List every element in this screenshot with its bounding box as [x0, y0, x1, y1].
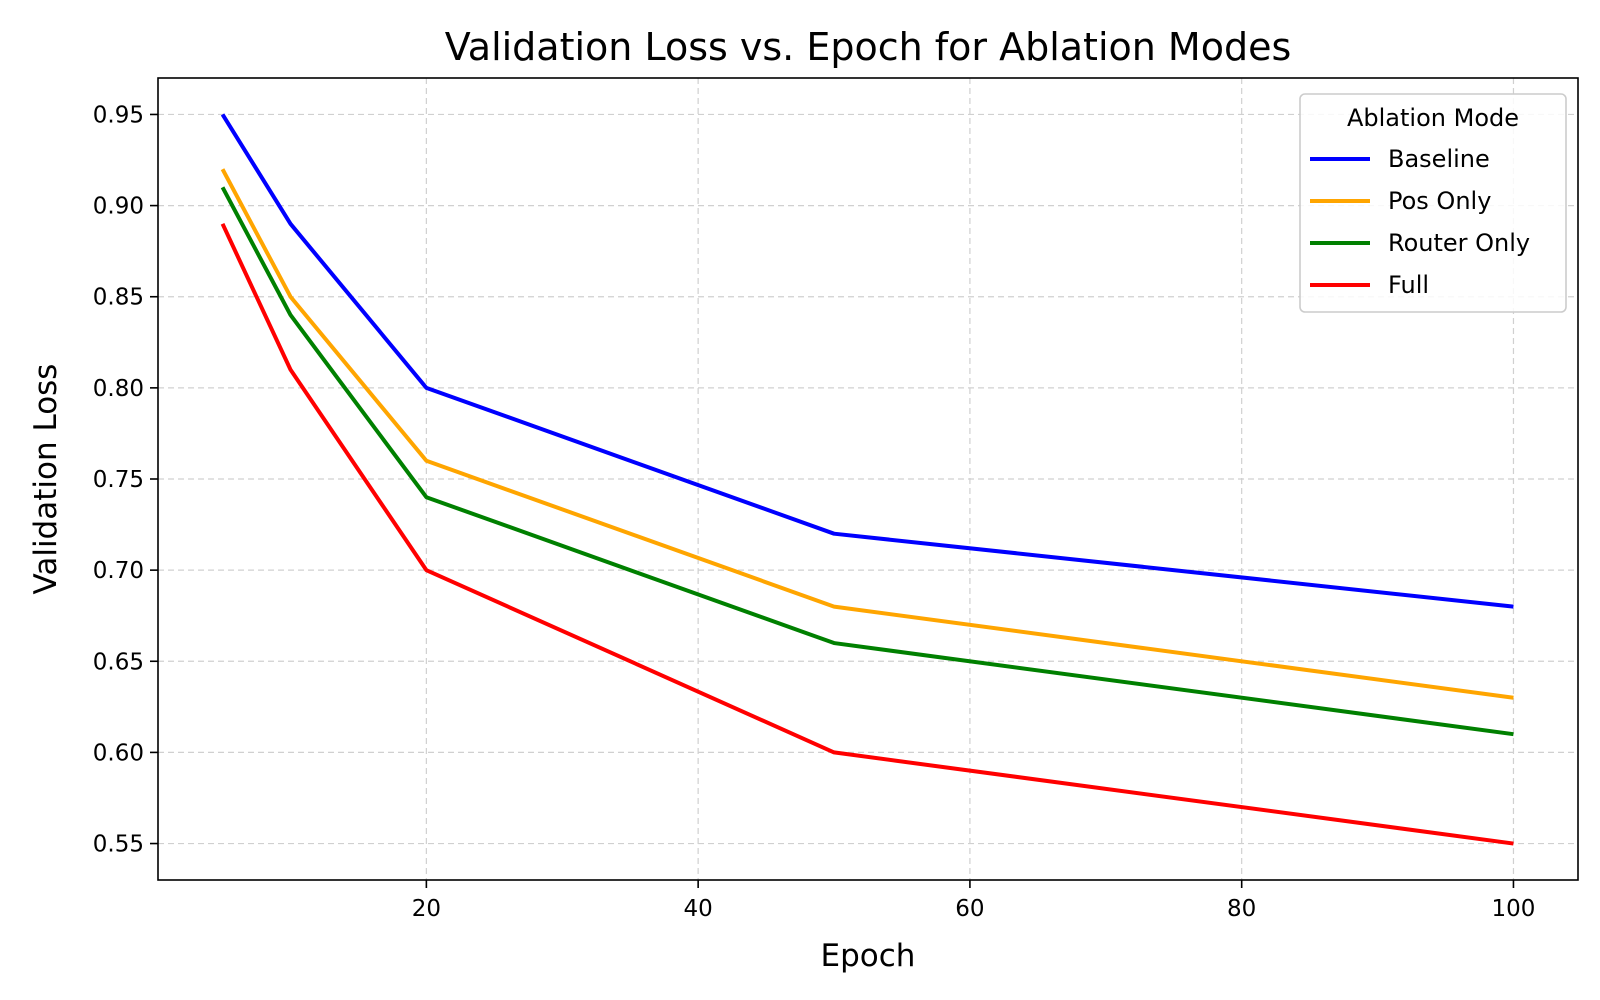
y-tick-label: 0.85	[93, 285, 144, 311]
y-axis-label: Validation Loss	[28, 364, 64, 595]
legend-label: Baseline	[1388, 145, 1490, 173]
x-tick-label: 80	[1227, 896, 1256, 922]
y-tick-label: 0.65	[93, 649, 144, 675]
x-tick-label: 60	[955, 896, 984, 922]
x-tick-label: 20	[412, 896, 441, 922]
series-line-router-only	[220, 186, 1514, 737]
x-tick-label: 100	[1492, 896, 1536, 922]
legend-item: Pos Only	[1310, 187, 1491, 215]
legend: Ablation Mode Baseline Pos Only Router Onl…	[1299, 93, 1567, 313]
legend-items: Baseline Pos Only Router Only Full	[1310, 145, 1530, 299]
legend-title: Ablation Mode	[1347, 104, 1519, 132]
x-axis-ticks: 20 40 60 80 100	[412, 880, 1536, 922]
series-line-full	[220, 222, 1514, 846]
legend-label: Pos Only	[1388, 187, 1491, 215]
chart-title: Validation Loss vs. Epoch for Ablation M…	[445, 25, 1292, 69]
y-tick-label: 0.70	[93, 558, 144, 584]
y-tick-label: 0.55	[93, 832, 144, 858]
series-lines	[220, 113, 1514, 846]
y-tick-label: 0.60	[93, 740, 144, 766]
legend-item: Router Only	[1310, 229, 1530, 257]
y-axis-ticks: 0.55 0.60 0.65 0.70 0.75 0.80 0.85 0.90 0.95	[93, 102, 158, 858]
series-line-pos-only	[220, 168, 1514, 700]
y-tick-label: 0.75	[93, 467, 144, 493]
legend-box	[1299, 93, 1567, 313]
y-tick-label: 0.80	[93, 376, 144, 402]
legend-label: Router Only	[1388, 229, 1530, 257]
legend-item: Full	[1310, 271, 1429, 299]
y-tick-label: 0.90	[93, 194, 144, 220]
y-tick-label: 0.95	[93, 102, 144, 128]
series-line-baseline	[220, 113, 1514, 609]
x-axis-label: Epoch	[821, 938, 916, 974]
legend-item: Baseline	[1310, 145, 1490, 173]
legend-label: Full	[1388, 271, 1429, 299]
x-tick-label: 40	[684, 896, 713, 922]
